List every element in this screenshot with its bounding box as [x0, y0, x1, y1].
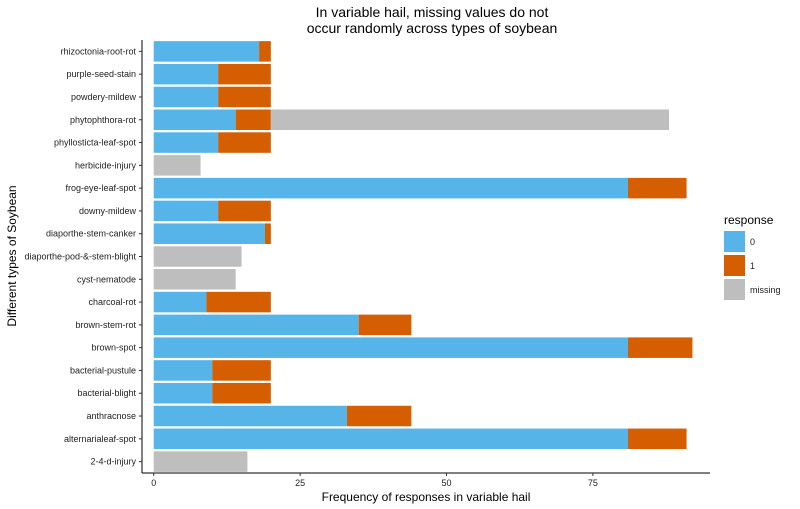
bar-phytophthora-rot-0: [153, 109, 236, 131]
legend-items: 0 1 missing: [724, 231, 781, 300]
bar-frog-eye-leaf-spot-0: [153, 177, 629, 199]
bar-purple-seed-stain-1: [218, 63, 271, 85]
y-tick-label: phyllosticta-leaf-spot: [54, 138, 137, 148]
bar-downy-mildew-0: [153, 200, 219, 222]
bar-rhizoctonia-root-rot-0: [153, 41, 260, 62]
x-tick-label: 50: [441, 478, 451, 488]
legend-swatch-missing: [724, 279, 745, 300]
bar-purple-seed-stain-0: [153, 63, 219, 85]
legend-label-1: 1: [750, 261, 755, 271]
x-tick-label: 0: [151, 478, 156, 488]
y-tick-label: brown-spot: [91, 343, 136, 353]
y-tick-label: anthracnose: [86, 411, 136, 421]
legend: response 0 1 missing: [724, 213, 781, 300]
bar-downy-mildew-1: [218, 200, 271, 222]
bar-anthracnose-1: [346, 405, 412, 427]
bar-diaporthe-stem-canker-0: [153, 223, 265, 244]
bar-herbicide-injury-missing: [153, 155, 201, 176]
y-tick-label: rhizoctonia-root-rot: [60, 46, 136, 56]
bar-brown-spot-1: [628, 337, 693, 358]
legend-label-0: 0: [750, 237, 755, 247]
bar-phytophthora-rot-missing: [270, 109, 670, 131]
y-tick-label: 2-4-d-injury: [90, 457, 136, 467]
bar-anthracnose-0: [153, 405, 347, 427]
bar-alternarialeaf-spot-1: [628, 428, 687, 450]
bar-bacterial-pustule-0: [153, 360, 213, 381]
legend-swatch-0: [724, 231, 745, 252]
y-tick-label: brown-stem-rot: [75, 320, 136, 330]
bar-bacterial-blight-0: [153, 382, 213, 404]
bar-brown-stem-rot-1: [358, 314, 412, 336]
bar-rhizoctonia-root-rot-1: [259, 41, 271, 62]
bar-brown-spot-0: [153, 337, 629, 358]
bar-powdery-mildew-1: [218, 86, 271, 108]
y-tick-label: alternarialeaf-spot: [64, 434, 137, 444]
bars-layer: [153, 41, 693, 472]
bar-phyllosticta-leaf-spot-1: [218, 132, 271, 153]
y-tick-label: powdery-mildew: [71, 92, 137, 102]
bar-diaporthe-pod-stem-blight-missing: [153, 246, 242, 267]
bar-2-4-d-injury-missing: [153, 451, 248, 472]
y-tick-label: diaporthe-stem-canker: [46, 229, 136, 239]
y-tick-label: diaporthe-pod-&-stem-blight: [24, 252, 136, 262]
bar-phyllosticta-leaf-spot-0: [153, 132, 219, 153]
x-axis-label: Frequency of responses in variable hail: [322, 490, 531, 504]
legend-label-missing: missing: [750, 285, 781, 295]
y-ticks: 2-4-d-injury alternarialeaf-spot anthracno…: [24, 46, 142, 467]
y-tick-label: cyst-nematode: [77, 274, 136, 284]
bar-alternarialeaf-spot-0: [153, 428, 629, 450]
bar-charcoal-rot-0: [153, 291, 207, 313]
y-tick-label: herbicide-injury: [75, 160, 137, 170]
legend-swatch-1: [724, 255, 745, 276]
bar-frog-eye-leaf-spot-1: [628, 177, 687, 199]
y-tick-label: bacterial-pustule: [70, 365, 136, 375]
chart-title-line-1: In variable hail, missing values do not: [316, 4, 549, 20]
y-tick-label: purple-seed-stain: [66, 69, 136, 79]
x-tick-label: 75: [588, 478, 598, 488]
y-tick-label: frog-eye-leaf-spot: [65, 183, 136, 193]
y-tick-label: phytophthora-rot: [70, 115, 137, 125]
bar-cyst-nematode-missing: [153, 269, 236, 290]
y-tick-label: downy-mildew: [79, 206, 137, 216]
bar-powdery-mildew-0: [153, 86, 219, 108]
y-tick-label: bacterial-blight: [77, 388, 136, 398]
bar-bacterial-blight-1: [212, 382, 271, 404]
legend-title: response: [724, 213, 774, 227]
y-tick-label: charcoal-rot: [88, 297, 136, 307]
bar-bacterial-pustule-1: [212, 360, 271, 381]
chart-title-line-2: occur randomly across types of soybean: [307, 20, 558, 36]
bar-phytophthora-rot-1: [235, 109, 271, 131]
bar-brown-stem-rot-0: [153, 314, 359, 336]
bar-diaporthe-stem-canker-1: [264, 223, 271, 244]
y-axis-label: Different types of Soybean: [5, 185, 19, 326]
bar-charcoal-rot-1: [206, 291, 271, 313]
x-tick-label: 25: [295, 478, 305, 488]
x-ticks: 0 25 50 75: [151, 473, 598, 488]
